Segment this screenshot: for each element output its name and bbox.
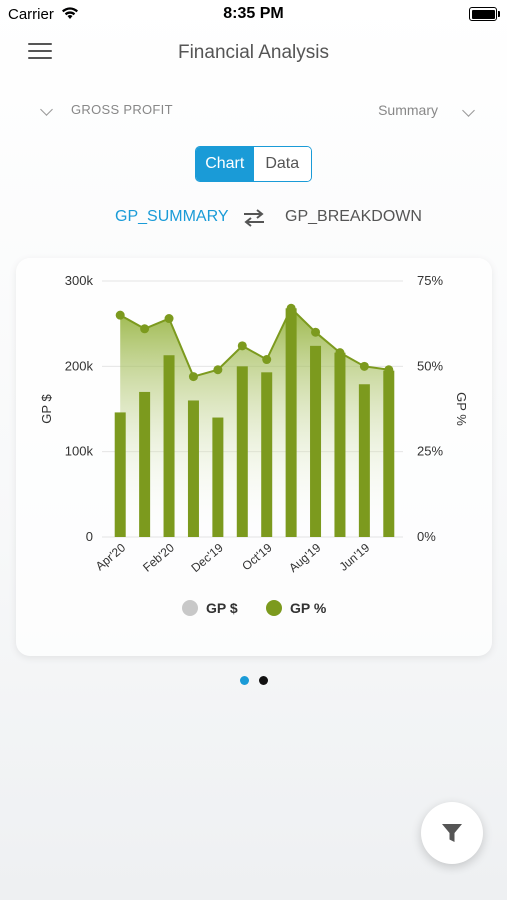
filter-icon: [442, 824, 462, 842]
battery-icon: [469, 7, 500, 21]
view-mode-segmented-control: Chart Data: [195, 146, 312, 182]
gp-percent-area: [120, 308, 389, 537]
gp-percent-point: [188, 372, 198, 382]
legend-swatch: [266, 600, 282, 616]
gp-percent-point: [384, 365, 394, 375]
x-axis-tick-label: Dec'19: [188, 540, 226, 575]
gp-percent-point: [359, 361, 369, 371]
left-axis-tick-label: 100k: [65, 444, 94, 459]
chart-legend: GP $ GP %: [0, 600, 507, 620]
gp-percent-point: [335, 348, 345, 358]
x-axis-tick-label: Feb'20: [140, 540, 177, 574]
metric-dropdown-label: GROSS PROFIT: [71, 102, 173, 117]
right-axis-tick-label: 25%: [417, 444, 443, 459]
gp-percent-point: [115, 310, 125, 320]
data-tab[interactable]: Data: [253, 147, 311, 181]
carrier-name: Carrier: [8, 6, 54, 23]
gp-dollar-bar: [187, 400, 199, 537]
right-axis-tick-label: 75%: [417, 273, 443, 288]
gp-dollar-bar: [163, 355, 175, 537]
legend-swatch: [182, 600, 198, 616]
filter-button[interactable]: [421, 802, 483, 864]
right-axis-tick-label: 0%: [417, 529, 436, 544]
gp-dollar-bar: [261, 372, 273, 537]
gp-dollar-bar: [285, 308, 297, 537]
gross-profit-chart: 0 100k 200k 300k 0% 25% 50% 75% GP $ GP % Apr'20 Fe…: [39, 273, 469, 575]
gp-percent-point: [237, 341, 247, 351]
gp-summary-link[interactable]: GP_SUMMARY: [115, 208, 229, 225]
hamburger-menu-icon[interactable]: [28, 43, 52, 61]
left-axis-tick-label: 0: [86, 529, 93, 544]
gp-dollar-bar: [310, 345, 322, 537]
clock: 8:35 PM: [223, 5, 284, 22]
right-axis-tick-label: 50%: [417, 358, 443, 373]
gp-dollar-bar: [236, 366, 248, 537]
gp-percent-point: [140, 324, 150, 334]
page-title: Financial Analysis: [177, 42, 330, 63]
gp-percent-point: [213, 365, 223, 375]
x-axis-tick-label: Aug'19: [286, 540, 324, 575]
legend-label: GP $: [206, 600, 238, 616]
x-axis-tick-label: Apr'20: [93, 540, 129, 573]
page-indicator: [0, 676, 507, 686]
legend-item-gp-percent[interactable]: GP %: [266, 600, 326, 616]
left-axis-label: GP $: [39, 394, 54, 424]
x-axis-tick-label: Oct'19: [239, 540, 275, 573]
gp-dollar-bar: [212, 417, 224, 537]
legend-label: GP %: [290, 600, 327, 616]
metric-dropdown[interactable]: GROSS PROFIT: [40, 102, 173, 117]
gp-dollar-bar: [383, 370, 395, 537]
gp-percent-point: [311, 327, 321, 337]
gp-percent-point: [164, 314, 174, 324]
x-axis-tick-label: Jun'19: [336, 540, 372, 573]
gp-percent-point: [262, 355, 272, 365]
wifi-icon: [62, 7, 78, 19]
view-dropdown[interactable]: Summary: [378, 102, 475, 118]
gp-percent-point: [286, 303, 296, 313]
status-bar: Carrier 8:35 PM: [0, 0, 507, 28]
swap-arrows-icon[interactable]: [241, 208, 267, 228]
left-axis-tick-label: 300k: [65, 273, 94, 288]
report-toggle: GP_SUMMARY GP_BREAKDOWN: [0, 206, 507, 228]
gp-breakdown-link[interactable]: GP_BREAKDOWN: [285, 208, 422, 225]
right-axis-label: GP %: [454, 392, 469, 426]
gp-dollar-bar: [139, 391, 151, 537]
left-axis-tick-label: 200k: [65, 358, 94, 373]
chart-tab[interactable]: Chart: [196, 147, 254, 181]
gp-dollar-bar: [334, 352, 346, 537]
gp-dollar-bar: [114, 412, 126, 537]
view-dropdown-label: Summary: [378, 102, 438, 118]
page-dot-active[interactable]: [240, 676, 249, 685]
gp-dollar-bar: [358, 384, 370, 537]
page-dot[interactable]: [259, 676, 268, 685]
legend-item-gp-dollar[interactable]: GP $: [182, 600, 238, 616]
